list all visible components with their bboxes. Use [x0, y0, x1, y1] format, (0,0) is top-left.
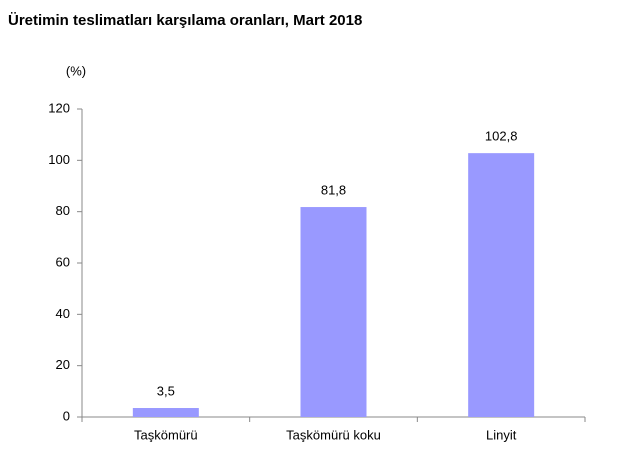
y-tick-label: 100: [48, 152, 70, 167]
x-tick-label: Linyit: [486, 427, 517, 442]
bar: [300, 207, 367, 417]
value-label: 102,8: [485, 129, 518, 144]
y-tick-label: 60: [56, 254, 70, 269]
value-label: 81,8: [321, 182, 346, 197]
x-tick-label: Taşkömürü: [134, 427, 198, 442]
bar: [468, 153, 535, 417]
x-tick-label: Taşkömürü koku: [286, 427, 381, 442]
y-tick-label: 20: [56, 357, 70, 372]
value-label: 3,5: [157, 383, 175, 398]
y-tick-label: 0: [63, 408, 70, 423]
y-axis-label: (%): [66, 63, 86, 78]
y-tick-label: 120: [48, 100, 70, 115]
y-tick-label: 40: [56, 306, 70, 321]
chart-title: Üretimin teslimatları karşılama oranları…: [8, 12, 362, 29]
bar: [132, 408, 199, 417]
y-tick-label: 80: [56, 203, 70, 218]
